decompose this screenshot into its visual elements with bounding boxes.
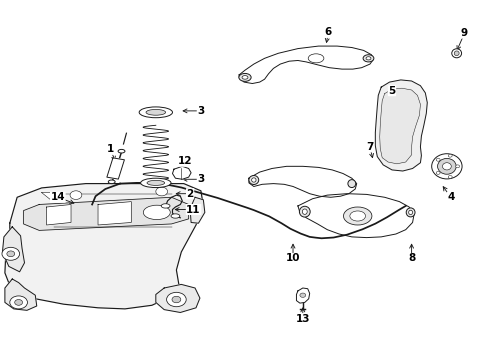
Polygon shape	[156, 284, 200, 312]
Circle shape	[15, 300, 23, 305]
Circle shape	[436, 158, 440, 161]
Ellipse shape	[363, 55, 374, 62]
Text: 5: 5	[389, 86, 395, 96]
Polygon shape	[24, 197, 189, 230]
Text: 10: 10	[286, 253, 300, 264]
Ellipse shape	[171, 214, 180, 218]
Circle shape	[172, 296, 181, 303]
Text: 2: 2	[187, 189, 194, 199]
Text: 8: 8	[408, 253, 415, 264]
Ellipse shape	[438, 158, 456, 174]
Ellipse shape	[348, 180, 356, 188]
Text: 13: 13	[295, 314, 310, 324]
Ellipse shape	[432, 154, 462, 179]
Polygon shape	[2, 227, 25, 272]
Text: 9: 9	[461, 28, 468, 38]
Ellipse shape	[242, 76, 248, 79]
Polygon shape	[42, 193, 64, 202]
Ellipse shape	[161, 204, 170, 208]
Ellipse shape	[251, 178, 256, 182]
Polygon shape	[375, 80, 427, 171]
Circle shape	[456, 165, 460, 168]
Text: 6: 6	[325, 27, 332, 37]
Ellipse shape	[366, 57, 371, 60]
Ellipse shape	[139, 107, 172, 118]
Polygon shape	[380, 88, 420, 164]
Text: 3: 3	[197, 174, 204, 184]
Ellipse shape	[343, 207, 372, 225]
Polygon shape	[98, 202, 131, 225]
Text: 1: 1	[107, 144, 114, 154]
Polygon shape	[239, 46, 373, 84]
Circle shape	[167, 292, 186, 307]
Polygon shape	[107, 158, 124, 179]
Ellipse shape	[454, 51, 459, 55]
Ellipse shape	[299, 206, 310, 217]
Polygon shape	[47, 204, 71, 225]
Ellipse shape	[409, 210, 413, 215]
Text: 7: 7	[366, 142, 374, 152]
Text: 11: 11	[186, 204, 201, 215]
Circle shape	[70, 191, 82, 199]
Ellipse shape	[406, 208, 415, 217]
Ellipse shape	[147, 180, 165, 185]
Polygon shape	[296, 288, 310, 303]
Ellipse shape	[141, 178, 171, 188]
Ellipse shape	[452, 49, 462, 58]
Circle shape	[7, 251, 15, 257]
Polygon shape	[190, 197, 205, 223]
Text: 3: 3	[197, 106, 204, 116]
Polygon shape	[5, 279, 37, 310]
Ellipse shape	[239, 73, 251, 81]
Ellipse shape	[302, 209, 307, 214]
Polygon shape	[172, 166, 191, 179]
Circle shape	[448, 175, 452, 178]
Text: 4: 4	[447, 192, 455, 202]
Ellipse shape	[118, 149, 125, 153]
Text: 14: 14	[50, 192, 65, 202]
Circle shape	[300, 293, 306, 297]
Ellipse shape	[308, 54, 324, 63]
Circle shape	[2, 247, 20, 260]
Ellipse shape	[146, 109, 166, 115]
Circle shape	[156, 187, 168, 196]
Text: 12: 12	[178, 156, 193, 166]
Ellipse shape	[442, 163, 451, 170]
Circle shape	[10, 296, 27, 309]
Polygon shape	[5, 184, 203, 309]
Ellipse shape	[350, 211, 366, 221]
Circle shape	[448, 154, 452, 157]
Polygon shape	[298, 194, 414, 238]
Circle shape	[436, 171, 440, 174]
Ellipse shape	[108, 180, 115, 184]
Polygon shape	[249, 166, 357, 197]
Ellipse shape	[249, 175, 259, 184]
Ellipse shape	[143, 205, 171, 220]
